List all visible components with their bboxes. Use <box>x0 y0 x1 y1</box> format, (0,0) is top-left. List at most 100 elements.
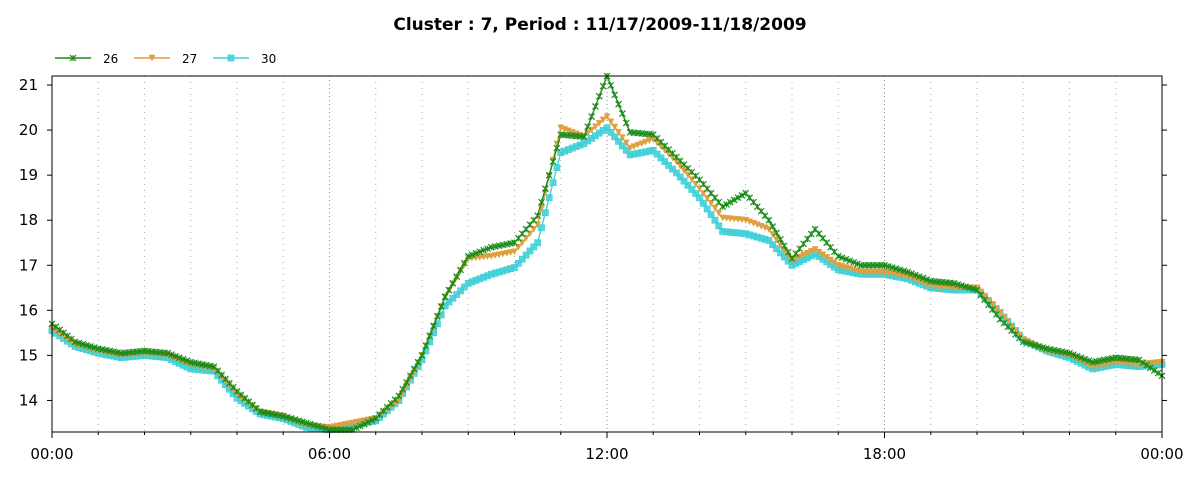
data-point <box>1077 354 1085 362</box>
data-point <box>607 118 615 126</box>
data-point <box>337 421 345 429</box>
data-point <box>472 249 480 257</box>
data-point <box>526 247 534 255</box>
data-point <box>422 342 430 350</box>
data-point <box>696 194 703 202</box>
data-point <box>904 268 912 276</box>
data-point <box>618 110 626 117</box>
data-point <box>985 301 992 309</box>
y-tick-label: 14 <box>19 391 38 409</box>
legend-item-26: 26 <box>55 52 118 66</box>
data-point <box>353 418 360 426</box>
y-tick-label: 15 <box>19 346 38 364</box>
data-point <box>607 128 615 136</box>
data-point <box>665 161 673 169</box>
data-point <box>769 241 777 249</box>
data-point <box>356 422 364 430</box>
data-point <box>892 265 900 273</box>
data-point <box>279 412 287 420</box>
series-26 <box>48 72 1166 434</box>
data-point <box>553 144 561 152</box>
data-point <box>476 248 484 256</box>
x-tick-label: 18:00 <box>863 445 906 463</box>
data-point <box>541 209 549 217</box>
data-point <box>607 81 615 89</box>
data-point <box>499 250 507 258</box>
data-point <box>71 338 79 346</box>
data-point <box>426 332 434 340</box>
data-point <box>368 416 376 424</box>
data-point <box>1073 352 1081 360</box>
x-tick-label: 12:00 <box>585 445 628 463</box>
x-tick-label: 00:00 <box>1140 445 1183 463</box>
data-point <box>954 280 962 288</box>
data-point <box>457 266 464 274</box>
data-point <box>950 279 958 287</box>
data-point <box>615 100 622 108</box>
data-point <box>661 158 669 166</box>
data-point <box>703 195 711 202</box>
data-point <box>1027 340 1035 348</box>
data-point <box>803 235 811 243</box>
data-point <box>611 91 619 99</box>
data-point <box>765 216 773 224</box>
data-point <box>619 134 626 142</box>
data-point <box>915 273 923 280</box>
data-point <box>603 113 611 121</box>
data-point <box>484 253 491 261</box>
data-point <box>834 252 842 260</box>
data-point <box>715 209 723 217</box>
data-point <box>965 284 973 292</box>
data-point <box>1039 344 1046 351</box>
data-point <box>534 239 542 247</box>
data-point <box>1154 359 1162 367</box>
data-point <box>67 335 75 343</box>
data-point <box>919 274 927 282</box>
data-point <box>1085 357 1093 365</box>
data-point <box>484 245 491 253</box>
data-point <box>541 185 549 193</box>
data-point <box>588 113 596 120</box>
data-point <box>780 242 788 250</box>
data-point <box>175 354 183 362</box>
data-point <box>306 420 314 428</box>
data-point <box>453 273 461 280</box>
data-point <box>854 260 861 268</box>
data-point <box>796 245 804 253</box>
data-point <box>603 124 611 132</box>
data-point <box>1023 339 1031 347</box>
data-point <box>969 285 977 293</box>
data-point <box>881 261 888 269</box>
series-layer <box>48 72 1166 434</box>
data-point <box>468 251 476 259</box>
data-point <box>538 224 545 232</box>
data-point <box>699 190 707 198</box>
data-point <box>615 137 622 145</box>
data-point <box>487 253 495 260</box>
data-point <box>599 82 607 90</box>
data-point <box>295 417 303 425</box>
data-point <box>769 231 777 239</box>
data-point <box>1035 342 1043 350</box>
data-point <box>503 249 511 257</box>
data-point <box>1154 369 1162 377</box>
data-point <box>619 142 626 150</box>
data-point <box>464 252 472 260</box>
data-point <box>977 291 985 299</box>
data-point <box>584 123 592 131</box>
data-point <box>518 255 526 263</box>
data-point <box>538 198 545 206</box>
chart-title: Cluster : 7, Period : 11/17/2009-11/18/2… <box>393 15 806 35</box>
data-point <box>642 138 649 146</box>
data-point <box>549 179 557 187</box>
data-point <box>807 230 815 238</box>
data-point <box>846 257 854 265</box>
data-point <box>726 198 734 206</box>
x-tick-label: 06:00 <box>308 445 351 463</box>
legend-label: 27 <box>182 52 197 66</box>
data-point <box>418 351 426 359</box>
data-point <box>592 102 599 110</box>
data-point <box>911 271 919 279</box>
data-point <box>981 292 989 300</box>
